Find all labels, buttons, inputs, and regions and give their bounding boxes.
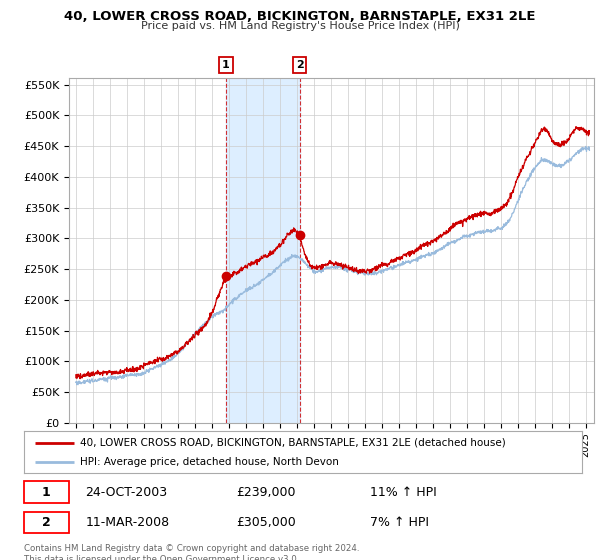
Text: £305,000: £305,000 [236,516,296,529]
Text: HPI: Average price, detached house, North Devon: HPI: Average price, detached house, Nort… [80,457,338,467]
FancyBboxPatch shape [24,512,68,533]
Text: 11% ↑ HPI: 11% ↑ HPI [370,486,437,499]
Text: 24-OCT-2003: 24-OCT-2003 [85,486,167,499]
Bar [226,78,299,423]
Text: 40, LOWER CROSS ROAD, BICKINGTON, BARNSTAPLE, EX31 2LE: 40, LOWER CROSS ROAD, BICKINGTON, BARNST… [64,10,536,23]
FancyBboxPatch shape [24,482,68,503]
Text: 2: 2 [296,60,304,70]
Text: 40, LOWER CROSS ROAD, BICKINGTON, BARNSTAPLE, EX31 2LE (detached house): 40, LOWER CROSS ROAD, BICKINGTON, BARNST… [80,437,506,447]
Text: Price paid vs. HM Land Registry's House Price Index (HPI): Price paid vs. HM Land Registry's House … [140,21,460,31]
Text: 2: 2 [42,516,50,529]
Text: 1: 1 [222,60,230,70]
Text: 7% ↑ HPI: 7% ↑ HPI [370,516,429,529]
Text: Contains HM Land Registry data © Crown copyright and database right 2024.
This d: Contains HM Land Registry data © Crown c… [24,544,359,560]
Text: £239,000: £239,000 [236,486,296,499]
Text: 11-MAR-2008: 11-MAR-2008 [85,516,170,529]
Text: 1: 1 [42,486,50,499]
